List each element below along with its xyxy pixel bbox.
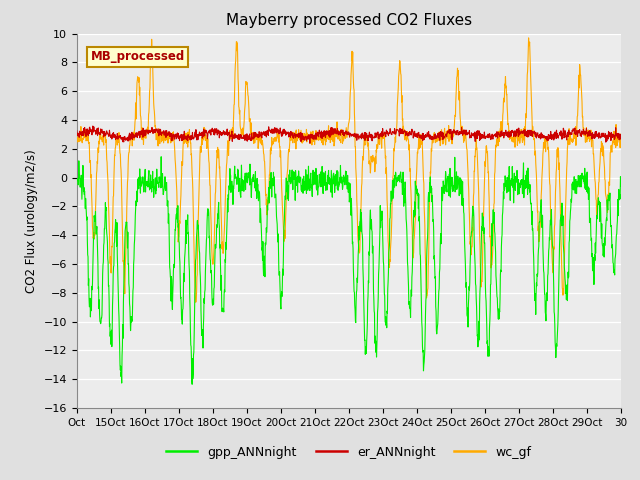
Text: MB_processed: MB_processed: [90, 50, 185, 63]
Legend: gpp_ANNnight, er_ANNnight, wc_gf: gpp_ANNnight, er_ANNnight, wc_gf: [161, 441, 536, 464]
Title: Mayberry processed CO2 Fluxes: Mayberry processed CO2 Fluxes: [226, 13, 472, 28]
Y-axis label: CO2 Flux (urology/m2/s): CO2 Flux (urology/m2/s): [25, 149, 38, 293]
